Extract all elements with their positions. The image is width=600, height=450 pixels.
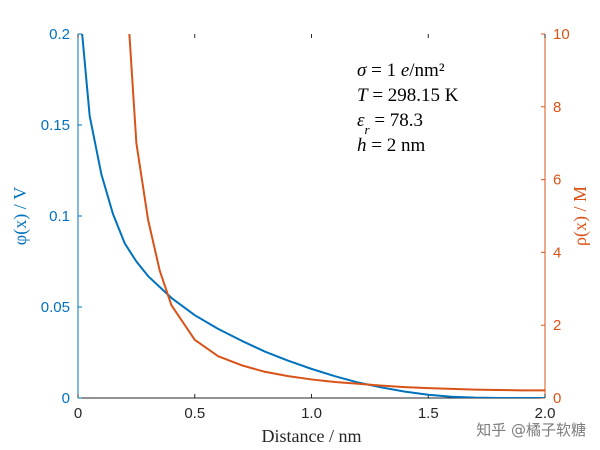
left-y-tick-label: 0.05 <box>41 299 70 316</box>
x-axis-label: Distance / nm <box>262 426 362 446</box>
right-y-tick-label: 8 <box>553 99 561 116</box>
concentration-series-line <box>128 34 545 392</box>
left-y-tick-label: 0.15 <box>41 117 70 134</box>
left-y-tick-label: 0.2 <box>49 26 70 43</box>
left-y-tick-label: 0 <box>62 390 70 407</box>
right-y-tick-label: 0 <box>553 390 561 407</box>
right-y-tick-label: 6 <box>553 172 561 189</box>
annotation-h: h = 2 nm <box>357 135 425 156</box>
annotation-temp: T = 298.15 K <box>357 85 459 106</box>
left-y-tick-label: 0.1 <box>49 208 70 225</box>
annotation-sigma: σ = 1 e/nm² <box>357 60 445 81</box>
x-tick-label: 2.0 <box>535 405 556 422</box>
x-tick-label: 1.0 <box>301 405 322 422</box>
x-tick-label: 1.5 <box>418 405 439 422</box>
potential-series-line <box>81 34 545 398</box>
right-y-axis-label: ρ(x) / M <box>570 186 591 246</box>
left-y-axis-label: φ(x) / V <box>10 187 31 245</box>
right-y-tick-label: 2 <box>553 317 561 334</box>
right-y-tick-label: 10 <box>553 26 570 43</box>
x-tick-label: 0 <box>74 405 82 422</box>
watermark-text: 知乎 @橘子软糖 <box>476 421 586 439</box>
annotation-eps: εr = 78.3 <box>357 110 423 137</box>
x-tick-label: 0.5 <box>184 405 205 422</box>
right-y-tick-label: 4 <box>553 244 561 261</box>
